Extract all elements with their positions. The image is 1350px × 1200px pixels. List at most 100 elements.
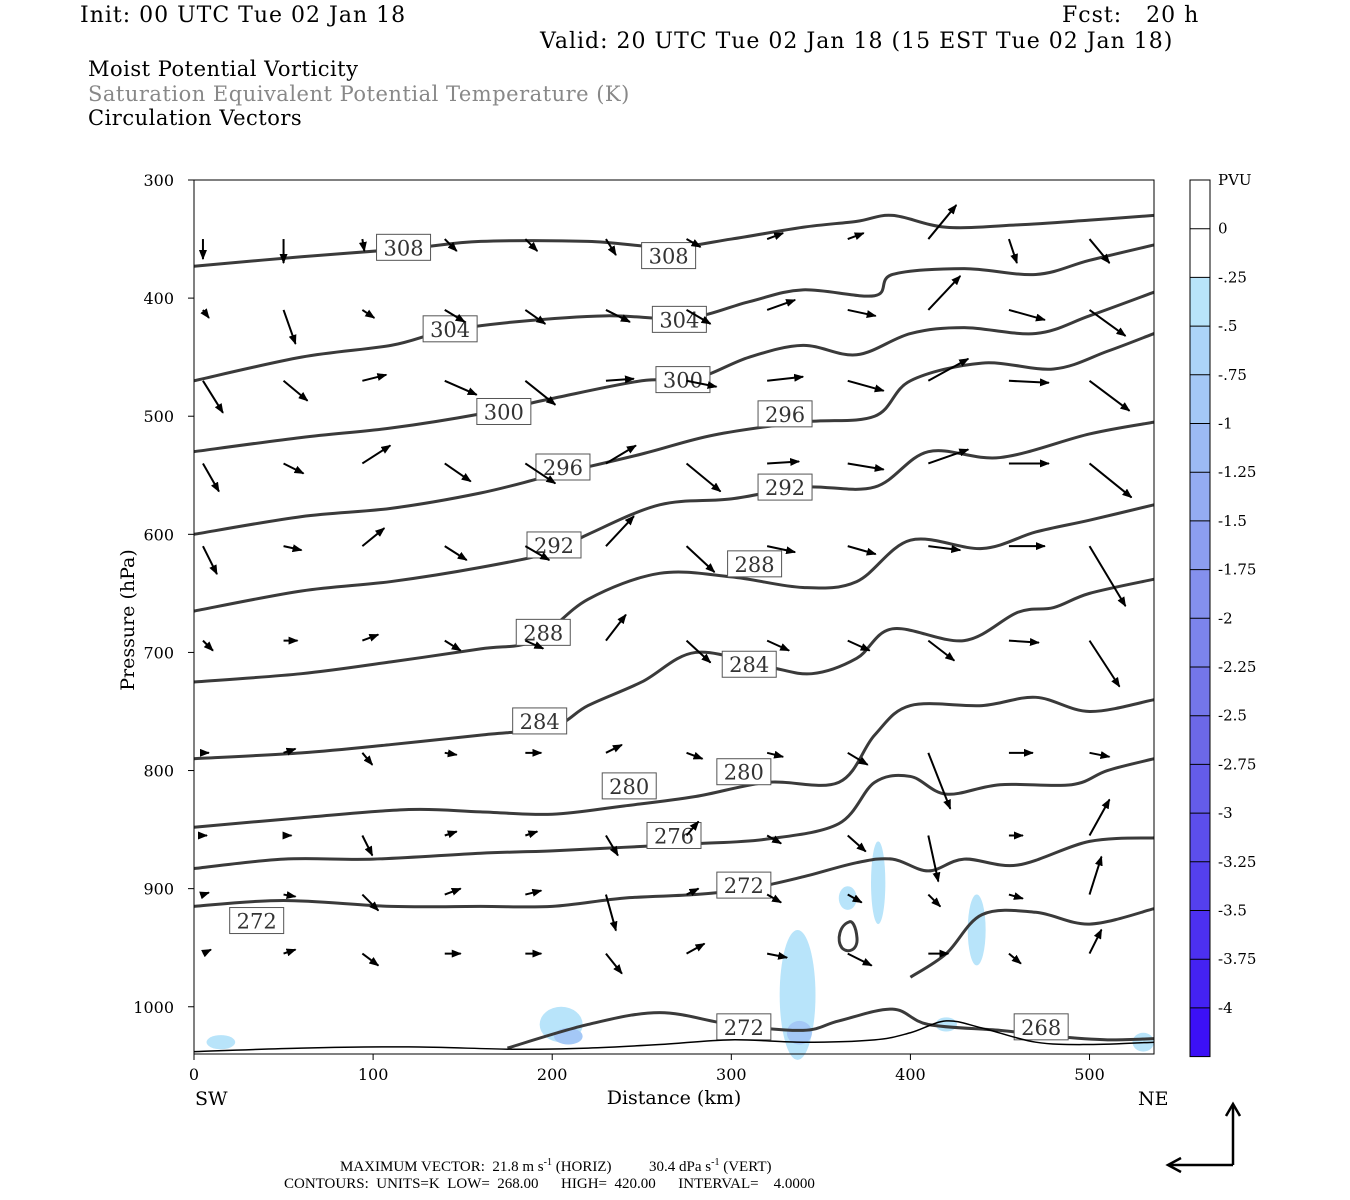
circulation-vector [927,835,941,883]
contour-label: 292 [526,531,582,559]
colorbar-label: -3.5 [1218,902,1247,920]
vector-scale-arrow [1165,1101,1242,1174]
circulation-vector [362,633,380,642]
circulation-vector [766,951,789,960]
contour-label: 296 [535,453,591,481]
contour-label: 308 [376,233,432,261]
contour-label: 268 [1013,1013,1069,1041]
plot-frame [193,179,1155,1055]
theta-es-contour-268 [909,907,1155,979]
contour-label: 280 [716,758,772,786]
circulation-vector [847,545,877,556]
colorbar-label: -4 [1218,999,1233,1017]
x-tick-label: 200 [537,1065,568,1084]
circulation-vector [927,357,970,382]
colorbar-swatch [1190,472,1210,521]
colorbar-swatch [1190,715,1210,765]
contour-label: 292 [757,473,813,501]
circulation-vector [444,379,478,396]
circulation-vector [766,639,791,652]
circulation-vector [1088,855,1103,895]
x-tick-label: 0 [189,1065,199,1084]
circulation-vector [686,887,700,897]
svg-text:304: 304 [659,308,699,332]
circulation-vector [202,380,224,414]
svg-text:280: 280 [724,761,764,785]
colorbar-label: -1.75 [1218,561,1256,579]
circulation-vector [1008,638,1040,647]
circulation-vector [283,891,297,900]
colorbar-label: 0 [1218,220,1228,238]
colorbar-swatch [1190,667,1210,716]
circulation-vector [927,204,958,240]
circulation-vector [1008,892,1024,900]
circulation-vector [444,639,462,652]
circulation-vector [1008,308,1046,322]
circulation-vector [444,545,468,561]
contour-label: 308 [641,242,697,270]
circulation-vector [605,743,623,754]
colorbar-label: -2.75 [1218,755,1256,773]
y-tick-label: 400 [143,289,174,308]
colorbar-swatch [1190,228,1210,278]
pv-shading-region [838,886,857,910]
x-tick-label: 500 [1074,1065,1105,1084]
colorbar: PVU 0 -.25 -.5 -.75 -1 -1.25 -1.5 -1.75 -2 -2.25 -2… [1189,171,1256,1058]
circulation-vector [283,462,305,475]
circulation-vector [525,830,539,839]
circulation-vector [686,309,712,325]
svg-text:300: 300 [484,400,524,424]
colorbar-swatch [1190,959,1210,1008]
circulation-vector [928,545,962,553]
y-axis: 300 400 500 600 700 800 900 1000 [133,171,194,1017]
circulation-vector [1088,545,1127,607]
colorbar-swatch [1190,813,1210,862]
circulation-vector [766,834,783,845]
circulation-vector [1007,238,1018,265]
circulation-vector [847,952,873,967]
circulation-vector [201,948,212,958]
svg-text:272: 272 [724,1016,764,1040]
circulation-vector [847,379,885,393]
circulation-vector [524,545,551,561]
circulation-vector [605,444,637,465]
pv-shading-region [871,841,886,925]
contour-label: 272 [229,907,285,935]
y-tick-label: 600 [143,525,174,544]
circulation-vector [686,751,704,760]
circulation-vector [604,894,618,932]
circulation-vector [605,375,635,384]
circulation-vector [685,820,700,837]
pv-shading-region [786,1020,812,1045]
endpoint-left: SW [195,1088,228,1110]
circulation-vector [1088,798,1111,836]
circulation-vector [605,952,623,975]
x-tick-label: 100 [358,1065,389,1084]
svg-text:300: 300 [663,369,703,393]
circulation-vector [685,462,722,493]
colorbar-label: -.25 [1218,268,1247,286]
circulation-vector [766,893,783,904]
circulation-vector [202,545,218,576]
circulation-vector [1089,751,1111,759]
circulation-vector [686,238,702,248]
colorbar-label: -3.25 [1218,853,1256,871]
circulation-vector [605,309,631,323]
colorbar-label: -2 [1218,609,1233,627]
x-axis-label: Distance (km) [607,1087,742,1109]
contour-info-note: CONTOURS: UNITS=K LOW= 268.00 HIGH= 420.… [284,1176,815,1192]
colorbar-swatch [1190,374,1210,424]
closed-contour [837,920,859,953]
x-tick-label: 300 [716,1065,747,1084]
svg-text:284: 284 [729,653,769,677]
colorbar-swatch [1190,520,1210,570]
pv-shading-layer [206,841,1155,1060]
circulation-vector [524,238,539,252]
circulation-vector [927,639,956,662]
circulation-vector [927,893,942,908]
contour-label: 280 [601,772,657,800]
theta-es-contour-288 [193,503,1155,684]
init-time: Init: 00 UTC Tue 02 Jan 18 [80,3,407,28]
colorbar-label: -2.25 [1218,658,1256,676]
